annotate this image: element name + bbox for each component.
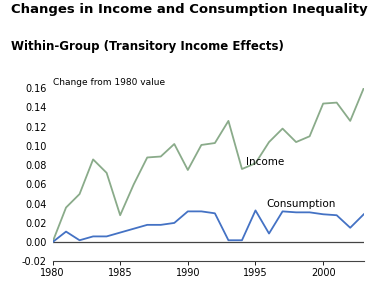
Text: Change from 1980 value: Change from 1980 value bbox=[53, 78, 165, 87]
Text: Within-Group (Transitory Income Effects): Within-Group (Transitory Income Effects) bbox=[11, 40, 284, 53]
Text: Income: Income bbox=[246, 157, 284, 167]
Text: Changes in Income and Consumption Inequality: Changes in Income and Consumption Inequa… bbox=[11, 3, 368, 16]
Text: Consumption: Consumption bbox=[266, 199, 336, 209]
